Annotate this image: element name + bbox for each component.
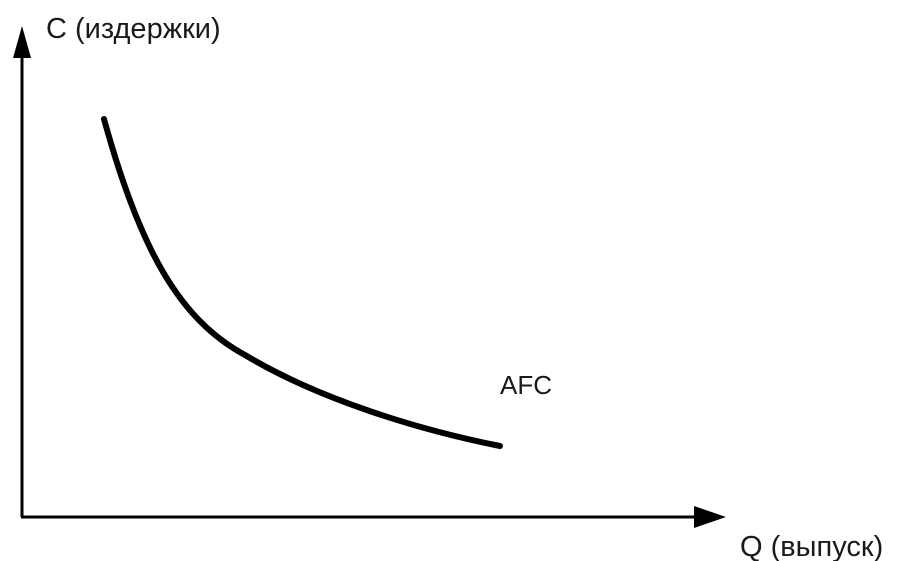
y-axis-arrowhead — [13, 26, 31, 58]
x-axis-label: Q (выпуск) — [740, 531, 883, 561]
afc-label: AFC — [500, 370, 552, 400]
x-axis-arrowhead — [694, 506, 726, 528]
y-axis-label: C (издержки) — [46, 13, 221, 45]
afc-curve — [101, 116, 503, 449]
